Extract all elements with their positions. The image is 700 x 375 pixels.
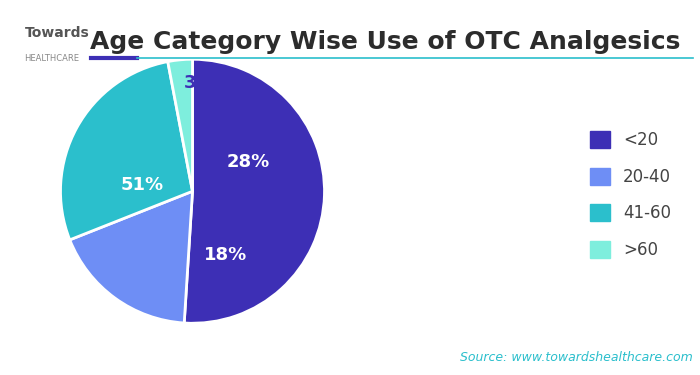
- Legend: <20, 20-40, 41-60, >60: <20, 20-40, 41-60, >60: [583, 124, 678, 266]
- Text: Source: www.towardshealthcare.com: Source: www.towardshealthcare.com: [461, 351, 693, 364]
- Wedge shape: [70, 191, 192, 323]
- Text: 18%: 18%: [204, 246, 247, 264]
- Wedge shape: [60, 62, 192, 240]
- Text: 28%: 28%: [226, 153, 270, 171]
- Text: 3%: 3%: [184, 74, 214, 92]
- Wedge shape: [168, 59, 193, 191]
- Text: Age Category Wise Use of OTC Analgesics: Age Category Wise Use of OTC Analgesics: [90, 30, 680, 54]
- Text: HEALTHCARE: HEALTHCARE: [25, 54, 80, 63]
- Text: 51%: 51%: [121, 176, 164, 194]
- Text: Towards: Towards: [25, 26, 90, 40]
- Wedge shape: [184, 59, 325, 323]
